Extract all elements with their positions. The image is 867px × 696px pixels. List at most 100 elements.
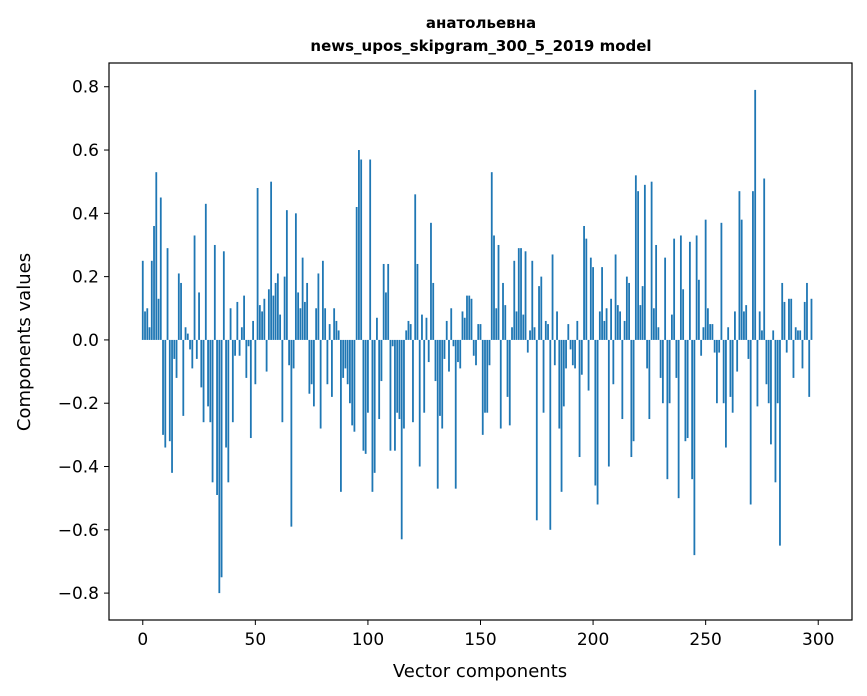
bar [511,327,513,340]
bar [716,339,718,404]
bar [173,339,176,359]
bar [157,298,160,340]
bar [668,339,671,404]
x-tick-label: 0 [137,630,148,650]
bar [423,339,426,413]
bar [594,339,597,486]
bar [265,339,268,372]
bar [414,194,417,340]
x-ticks-group: 0 50 100 150 200 250 300 [137,620,834,650]
bar [788,298,790,340]
bar [319,339,322,429]
bar [243,295,245,340]
bar [425,317,428,340]
bar [603,320,606,340]
bar [310,339,313,385]
bar [227,339,230,483]
bar [416,263,419,340]
bar [738,191,741,340]
bar [637,191,640,340]
bar [218,339,221,594]
bars-group [141,89,813,594]
bar [155,172,158,340]
bar [562,339,565,407]
bar [144,311,146,340]
bar [324,308,327,340]
bar [646,339,649,369]
bar [709,324,712,340]
bar [369,159,372,340]
bar [614,254,617,340]
bar [792,339,795,378]
bar [565,339,567,369]
bar [321,260,324,340]
bar [794,327,797,340]
bar [405,330,408,340]
bar [691,339,694,480]
bar [398,339,401,420]
bar [810,298,813,340]
bar [148,327,151,340]
bar [207,339,209,407]
bar [220,339,223,578]
y-tick-label: 0.4 [72,204,99,224]
bar [387,263,390,340]
bar [267,289,270,340]
bar [150,260,153,340]
bar [466,295,468,340]
bar [740,219,743,340]
bar [229,308,232,340]
bar [702,327,705,340]
bar [175,339,178,378]
bar [515,311,518,340]
bar [445,320,448,340]
chart-title-line2: news_upos_skipgram_300_5_2019 model [310,37,651,55]
y-tick-label: 0.2 [72,268,99,288]
bar [247,339,250,347]
bar [652,308,655,340]
bar [499,339,502,429]
bar [583,225,585,340]
bar [493,235,495,340]
x-tick-label: 50 [245,630,267,650]
y-tick-label: −0.8 [58,584,99,604]
bar [722,339,725,404]
bar [200,339,203,388]
bar [580,339,583,375]
bar [256,188,259,340]
bar [222,251,225,340]
bar [285,210,288,340]
bar [506,339,509,397]
bar [542,339,545,413]
bar [675,339,678,378]
bar [360,159,363,340]
bar [171,339,173,473]
bar [628,282,630,340]
bar [616,305,619,340]
bar [470,298,473,340]
bar [166,248,169,340]
bar [231,339,234,423]
bar [799,330,802,340]
bar [434,339,437,382]
bar [439,339,441,416]
bar [632,339,635,442]
bar [317,273,320,340]
bar [340,339,342,492]
bar [756,339,759,407]
bar [731,339,734,413]
bar [743,311,745,340]
bar [574,339,576,369]
bar [648,339,651,420]
bar [475,339,477,366]
bar [288,339,291,366]
bar [198,292,200,340]
bar [488,339,491,366]
bar [729,339,732,397]
bar [630,339,633,458]
bar [587,339,590,391]
bar [209,339,212,423]
bar [673,238,676,340]
bar [346,339,349,385]
bar [378,339,381,420]
